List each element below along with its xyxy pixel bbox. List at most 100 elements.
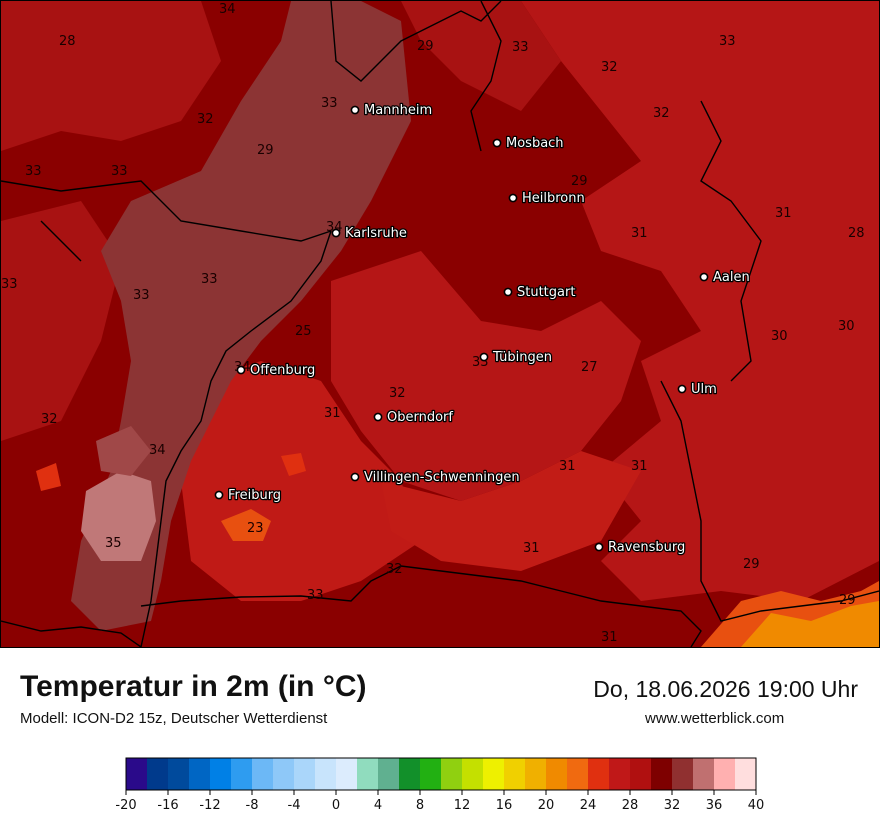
legend-swatch — [651, 758, 673, 790]
legend-swatch — [630, 758, 652, 790]
city-marker — [503, 287, 513, 297]
legend-tick-label: -8 — [246, 798, 259, 813]
legend-tick-label: 0 — [332, 798, 340, 813]
legend-swatch — [252, 758, 274, 790]
city-marker — [479, 352, 489, 362]
city-mannheim: Mannheim — [350, 102, 433, 119]
legend-swatch — [693, 758, 715, 790]
city-label: Ulm — [691, 382, 717, 397]
legend-swatch — [357, 758, 379, 790]
legend-swatch — [315, 758, 337, 790]
temperature-value: 33 — [719, 34, 736, 49]
city-label: Villingen-Schwenningen — [364, 470, 520, 485]
temp-zone-center — [331, 251, 641, 501]
legend-swatch — [672, 758, 694, 790]
city-marker — [331, 228, 341, 238]
city-heilbronn: Heilbronn — [508, 190, 586, 207]
city-ulm: Ulm — [677, 381, 718, 398]
legend-swatch — [294, 758, 316, 790]
legend-tick-label: 32 — [664, 798, 681, 813]
legend-swatch — [126, 758, 148, 790]
city-offenburg: Offenburg — [236, 362, 317, 379]
legend-swatch — [567, 758, 589, 790]
legend-swatch — [399, 758, 421, 790]
legend-ticks: -20 -16 -12 -8 -4 0 4 8 12 16 20 24 28 32 36 40 — [115, 790, 764, 813]
legend-tick-label: 8 — [416, 798, 424, 813]
temperature-value: 32 — [197, 112, 214, 127]
temp-zone-west — [1, 201, 121, 441]
legend-swatch — [189, 758, 211, 790]
legend-tick-label: -4 — [288, 798, 301, 813]
legend-tick-label: 12 — [454, 798, 471, 813]
temperature-value: 32 — [653, 106, 670, 121]
city-marker — [508, 193, 518, 203]
legend-swatch — [210, 758, 232, 790]
temp-zone-south — [381, 451, 641, 571]
legend-swatch — [168, 758, 190, 790]
legend-tick-label: 4 — [374, 798, 382, 813]
rhine-hot-spot-2 — [96, 426, 151, 476]
city-marker — [699, 272, 709, 282]
temperature-value: 34 — [149, 443, 166, 458]
color-legend: -20 -16 -12 -8 -4 0 4 8 12 16 20 24 28 32 36 40 — [0, 750, 880, 820]
city-label: Tübingen — [492, 350, 552, 365]
temperature-value: 29 — [417, 39, 434, 54]
legend-swatch — [609, 758, 631, 790]
temperature-value: 29 — [839, 593, 856, 608]
legend-tick-label: 36 — [706, 798, 723, 813]
city-label: Aalen — [713, 270, 750, 285]
temperature-value: 31 — [601, 630, 618, 645]
temperature-value: 28 — [59, 34, 76, 49]
city-label: Stuttgart — [517, 285, 575, 300]
city-oberndorf: Oberndorf — [373, 409, 455, 426]
temperature-value: 34 — [219, 2, 236, 17]
temperature-value: 32 — [386, 562, 403, 577]
temp-zone-northwest — [1, 1, 221, 151]
city-marker — [214, 490, 224, 500]
legend-swatch — [546, 758, 568, 790]
city-marker — [492, 138, 502, 148]
temperature-value: 33 — [201, 272, 218, 287]
city-label: Mosbach — [506, 136, 564, 151]
legend-swatch — [378, 758, 400, 790]
city-label: Oberndorf — [387, 410, 453, 425]
temperature-value: 33 — [111, 164, 128, 179]
legend-swatch — [273, 758, 295, 790]
city-stuttgart: Stuttgart — [503, 284, 577, 301]
website-link[interactable]: www.wetterblick.com — [645, 710, 785, 727]
temperature-value: 31 — [559, 459, 576, 474]
temp-zone-east — [521, 1, 879, 601]
temperature-value: 30 — [771, 329, 788, 344]
temperature-value: 29 — [743, 557, 760, 572]
legend-outline — [125, 757, 757, 791]
city-label: Offenburg — [250, 363, 315, 378]
map-title: Temperatur in 2m (in °C) — [20, 670, 367, 703]
city-aalen: Aalen — [699, 269, 751, 286]
legend-swatch — [483, 758, 505, 790]
legend-colorbar — [125, 757, 757, 791]
legend-swatch — [231, 758, 253, 790]
borders — [1, 1, 879, 647]
city-ravensburg: Ravensburg — [594, 539, 687, 556]
legend-tick-label: -20 — [115, 798, 136, 813]
legend-tick-label: -12 — [199, 798, 220, 813]
legend-swatch — [714, 758, 736, 790]
city-marker — [677, 384, 687, 394]
temperature-map: 34 28 29 33 33 32 32 33 29 33 33 29 34 32 31 28 33 33 33 31… — [0, 0, 880, 648]
city-marker — [236, 365, 246, 375]
temperature-value: 31 — [631, 459, 648, 474]
city-label: Mannheim — [364, 103, 432, 118]
city-label: Heilbronn — [522, 191, 585, 206]
temperature-value: 33 — [25, 164, 42, 179]
legend-swatch — [588, 758, 610, 790]
temperature-value: 29 — [257, 143, 274, 158]
city-marker — [373, 412, 383, 422]
temperature-value: 25 — [295, 324, 312, 339]
legend-swatch — [735, 758, 757, 790]
city-freiburg: Freiburg — [214, 487, 282, 504]
city-marker — [594, 542, 604, 552]
city-marker — [350, 472, 360, 482]
city-label: Karlsruhe — [345, 226, 407, 241]
temperature-value: 28 — [848, 226, 865, 241]
city-t-bingen: Tübingen — [479, 349, 553, 366]
